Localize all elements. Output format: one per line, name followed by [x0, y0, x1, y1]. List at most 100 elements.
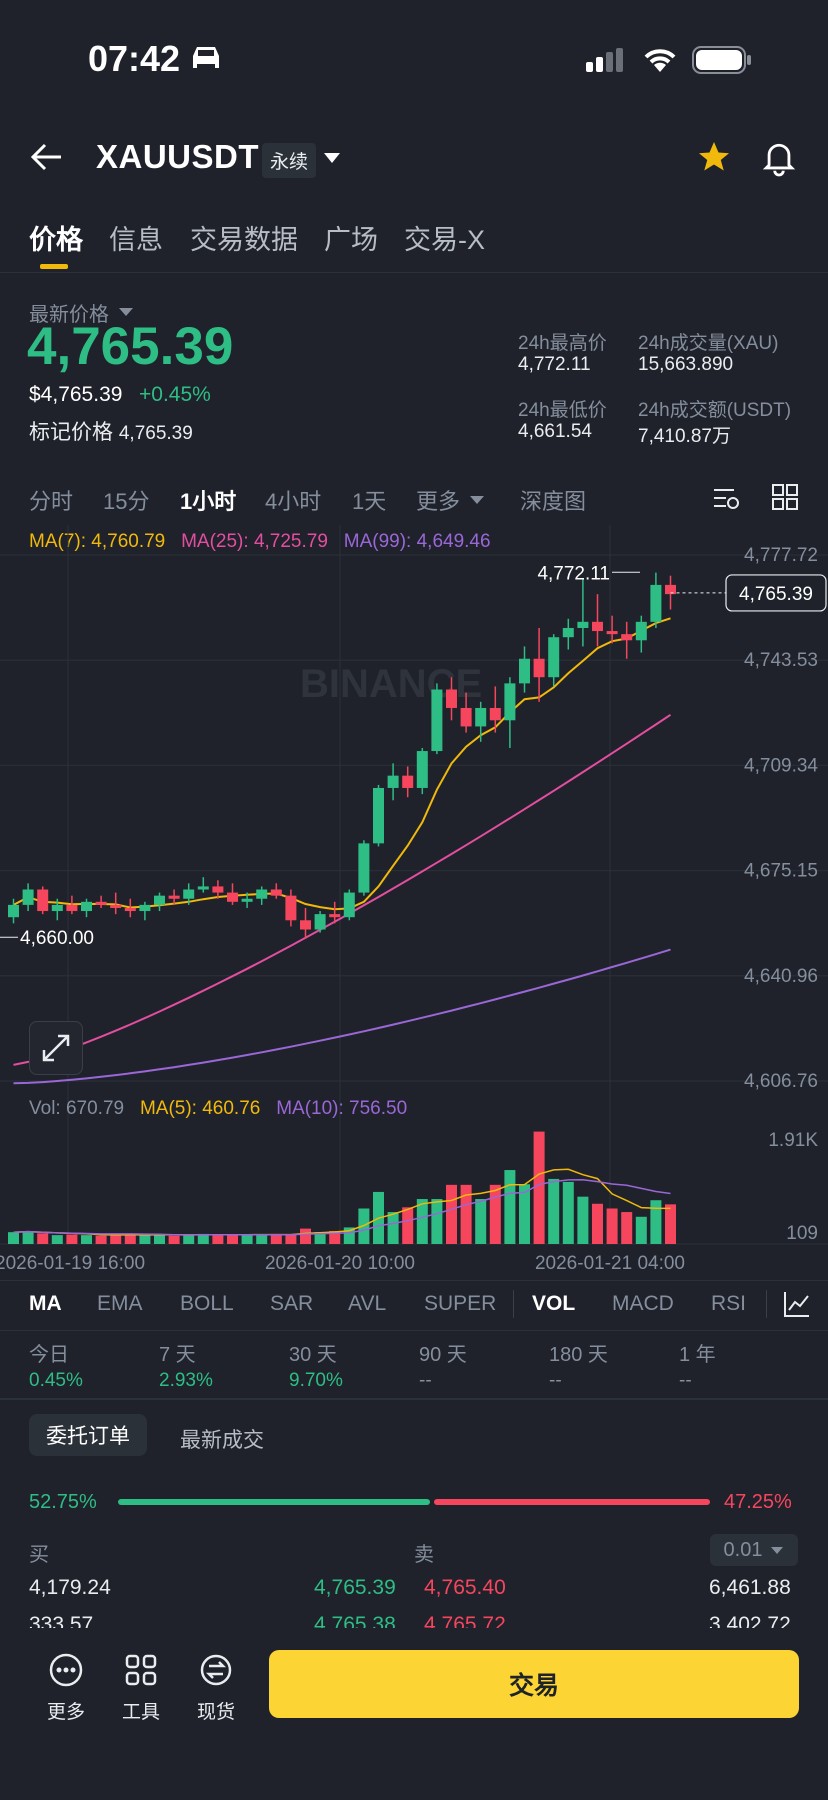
indicator-settings-icon[interactable] [783, 1290, 811, 1323]
price-chart[interactable]: BINANCE 4,777.724,743.534,709.344,675.15… [0, 525, 828, 1275]
more-dropdown-icon[interactable] [469, 492, 485, 510]
perf-value: 0.45% [29, 1370, 83, 1391]
candle-body [621, 634, 633, 641]
chart-settings-icon[interactable] [712, 484, 740, 517]
candle-body [475, 707, 487, 727]
signal-icon [586, 48, 628, 79]
candle-body [606, 631, 618, 635]
indicator-sar[interactable]: SAR [270, 1292, 314, 1315]
interval-1d[interactable]: 1天 [352, 489, 387, 514]
fullscreen-button[interactable] [29, 1021, 83, 1075]
interval-line[interactable]: 分时 [29, 489, 74, 514]
trade-button[interactable]: 交易 [269, 1650, 799, 1718]
vol-value: Vol: 670.79 [29, 1098, 125, 1119]
vol-tick-label: 109 [786, 1223, 818, 1244]
indicator-boll[interactable]: BOLL [180, 1292, 234, 1315]
volume-bar [212, 1234, 224, 1244]
candle-body [300, 920, 311, 930]
tab-price[interactable]: 价格 [29, 225, 83, 255]
buy-header: 买 [29, 1544, 49, 1566]
tab-square[interactable]: 广场 [324, 225, 378, 255]
expand-icon [42, 1034, 70, 1062]
volume-bar [343, 1227, 355, 1244]
candle-body [446, 689, 457, 708]
perf-label: 90 天 [419, 1344, 467, 1366]
volume-bar [606, 1208, 618, 1244]
car-icon [188, 44, 224, 77]
indicator-vol[interactable]: VOL [532, 1292, 576, 1315]
indicator-super[interactable]: SUPER [424, 1292, 497, 1315]
volume-bar [95, 1235, 107, 1244]
high-label: 24h最高价 [518, 333, 607, 354]
volume-bar [270, 1233, 282, 1244]
bid-price-0[interactable]: 4,765.39 [314, 1576, 396, 1599]
volume-bar [650, 1200, 662, 1244]
volume-bar [81, 1235, 92, 1244]
indicator-macd[interactable]: MACD [612, 1292, 674, 1315]
bell-icon[interactable] [762, 139, 796, 182]
tab-order-book[interactable]: 委托订单 [29, 1414, 147, 1456]
spot-label: 现货 [196, 1702, 235, 1723]
symbol-title[interactable]: XAUUSDT [96, 138, 260, 175]
candle-body [548, 637, 560, 678]
back-button[interactable] [30, 142, 64, 177]
candle-body [197, 886, 209, 890]
high-marker-label: 4,772.11 [537, 563, 610, 584]
ask-price-0[interactable]: 4,765.40 [424, 1576, 506, 1599]
interval-4h[interactable]: 4小时 [265, 489, 322, 514]
candle-body [504, 683, 516, 721]
interval-15m[interactable]: 15分 [103, 489, 150, 514]
volume-bar [446, 1184, 457, 1244]
volume-bar [300, 1228, 311, 1244]
candle-body [183, 889, 195, 899]
interval-more[interactable]: 更多 [416, 489, 461, 514]
candle-body [139, 904, 151, 912]
candle-body [8, 904, 19, 918]
volume-bar [621, 1212, 633, 1244]
indicator-rsi[interactable]: RSI [711, 1292, 747, 1315]
spot-nav[interactable]: 现货 [194, 1652, 238, 1724]
volume-bar [562, 1181, 574, 1244]
interval-depth[interactable]: 深度图 [520, 489, 587, 514]
tab-trading-data[interactable]: 交易数据 [190, 225, 298, 255]
interval-1h[interactable]: 1小时 [180, 489, 237, 514]
more-nav[interactable]: 更多 [44, 1652, 88, 1724]
tab-info[interactable]: 信息 [109, 225, 163, 255]
volume-bar [665, 1204, 676, 1244]
volume-bar [460, 1184, 472, 1244]
low-label: 24h最低价 [518, 400, 607, 421]
indicator-ema[interactable]: EMA [97, 1292, 143, 1315]
candle-body [577, 621, 589, 628]
precision-select[interactable]: 0.01 [710, 1534, 798, 1566]
candle-body [416, 751, 428, 788]
divider [766, 1290, 767, 1318]
perf-value: -- [549, 1370, 562, 1391]
volume-bar [197, 1233, 209, 1244]
volume-bar [227, 1234, 238, 1244]
volume-bar [241, 1235, 253, 1244]
volume-bar [256, 1234, 268, 1244]
indicator-ma[interactable]: MA [29, 1292, 62, 1315]
volume-bar [154, 1234, 165, 1244]
perf-value: 9.70% [289, 1370, 343, 1391]
tab-recent-trades[interactable]: 最新成交 [180, 1429, 264, 1452]
layout-grid-icon[interactable] [772, 484, 798, 515]
price-label-dropdown-icon[interactable] [118, 304, 134, 322]
tools-nav[interactable]: 工具 [119, 1652, 163, 1724]
candle-body [124, 907, 136, 912]
usd-price: $4,765.39 [29, 383, 123, 406]
bid-qty-0: 4,179.24 [29, 1576, 111, 1599]
tab-trade-x[interactable]: 交易-X [404, 225, 485, 255]
symbol-dropdown-icon[interactable] [322, 151, 342, 170]
status-time: 07:42 [88, 38, 181, 79]
volume-bar [387, 1212, 399, 1244]
divider [0, 1280, 828, 1281]
indicator-avl[interactable]: AVL [348, 1292, 387, 1315]
volume-bar [37, 1233, 49, 1244]
ma25-legend: MA(25): 4,725.79 [181, 531, 328, 552]
candle-body [212, 886, 224, 893]
candle-body [460, 707, 472, 727]
candle-body [329, 914, 341, 918]
candle-body [66, 904, 78, 912]
favorite-star-icon[interactable] [696, 139, 732, 180]
